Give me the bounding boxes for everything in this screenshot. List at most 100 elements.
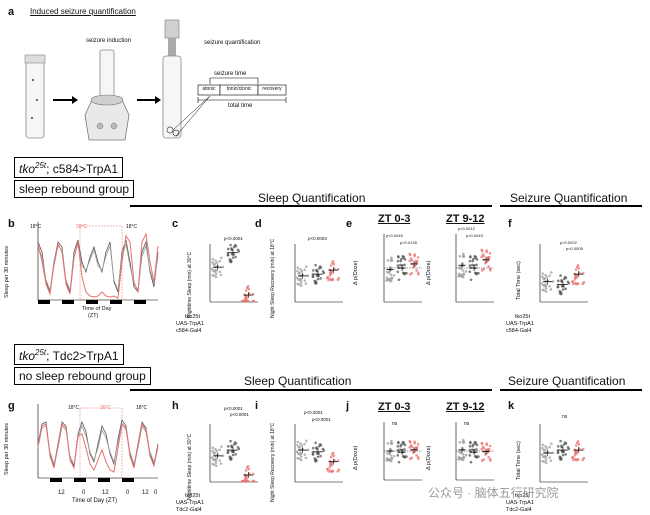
- data-point: [313, 279, 317, 283]
- data-point: [311, 275, 315, 278]
- data-point: [417, 457, 420, 460]
- g-ylabel: Sleep per 30 minutes: [4, 423, 10, 475]
- data-point: [303, 279, 307, 282]
- data-point: [561, 453, 565, 457]
- data-point: [226, 247, 230, 251]
- data-point: [574, 275, 578, 279]
- data-point: [548, 445, 551, 449]
- data-point: [559, 274, 562, 277]
- data-point: [480, 447, 483, 451]
- data-point: [210, 267, 214, 271]
- data-point: [396, 444, 400, 448]
- group2-sleep-header: Sleep Quantification: [244, 374, 352, 388]
- group2-label-box: no sleep rebound group: [14, 367, 151, 385]
- g-temp-1: 18°C: [68, 405, 80, 411]
- data-point: [226, 445, 230, 448]
- j-ylabel-1: Δ p(Doze): [353, 445, 359, 470]
- data-point: [305, 439, 308, 443]
- data-point: [387, 271, 391, 275]
- group2-genotype-suffix: ; Tdc2>TrpA1: [46, 349, 119, 363]
- data-point: [462, 438, 465, 442]
- phase-recovery: recovery: [262, 86, 282, 92]
- data-point: [558, 455, 562, 459]
- data-point: [396, 264, 400, 267]
- data-point: [212, 463, 216, 466]
- data-point: [416, 442, 420, 446]
- data-point: [401, 440, 405, 444]
- data-point: [331, 278, 335, 281]
- b-temp-3: 18°C: [126, 224, 138, 230]
- data-point: [487, 255, 491, 259]
- panel-letter-j: j: [346, 400, 350, 412]
- data-point: [327, 278, 330, 282]
- e-pvalue-1: p<0.0049: [386, 233, 403, 238]
- data-point: [399, 448, 402, 451]
- b-temp-2: 30°C: [76, 224, 88, 230]
- data-point: [549, 459, 553, 463]
- data-point: [397, 255, 400, 258]
- f-pvalue-1: p<0.0022: [560, 240, 577, 245]
- panel-letter-i: i: [255, 400, 259, 412]
- data-point: [560, 444, 563, 448]
- data-point: [295, 276, 299, 279]
- data-point: [582, 456, 586, 460]
- data-point: [327, 470, 330, 473]
- data-point: [550, 271, 553, 274]
- data-point: [230, 247, 233, 250]
- g-xtick-4: 0: [126, 490, 130, 496]
- data-point: [214, 259, 217, 262]
- data-point: [229, 243, 232, 247]
- c-genotypes: tko25t UAS-TrpA1 c584-Gal4: [176, 314, 204, 335]
- data-point: [473, 264, 476, 267]
- data-point: [556, 279, 560, 283]
- data-point: [231, 256, 235, 259]
- panel-letter-f: f: [508, 218, 512, 230]
- data-point: [544, 273, 547, 277]
- data-point: [220, 256, 223, 260]
- data-point: [244, 289, 248, 292]
- k-geno-1: tko25t: [515, 493, 530, 499]
- data-point: [461, 453, 465, 456]
- data-point: [556, 451, 560, 454]
- data-point: [542, 460, 546, 464]
- panel-j-zt912-chart: [455, 422, 494, 481]
- data-point: [311, 450, 315, 454]
- e-zt2-title: ZT 9-12: [446, 213, 485, 225]
- data-point: [329, 462, 333, 466]
- data-point: [480, 255, 483, 259]
- data-point: [548, 285, 552, 288]
- data-point: [399, 259, 402, 263]
- data-point: [458, 440, 462, 444]
- panel-h-chart: [209, 424, 258, 483]
- panel-i-chart: [294, 424, 343, 483]
- data-point: [305, 265, 308, 268]
- g-xtick-6: 0: [154, 490, 158, 496]
- data-point: [392, 274, 396, 277]
- panel-j-zt03-chart: [383, 422, 422, 481]
- data-point: [566, 280, 570, 284]
- data-point: [573, 453, 577, 457]
- phase-atonic: atonic: [202, 86, 216, 92]
- data-point: [244, 469, 248, 472]
- data-point: [244, 476, 248, 479]
- panel-letter-c: c: [172, 218, 179, 230]
- data-point: [386, 259, 390, 262]
- data-point: [232, 245, 236, 249]
- data-point: [386, 278, 390, 282]
- g-xtick-3: 12: [102, 490, 109, 496]
- data-point: [304, 456, 308, 460]
- group1-genotype-suffix: ; c584>TrpA1: [46, 162, 119, 176]
- panel-letter-a: a: [8, 6, 15, 18]
- data-point: [459, 451, 463, 455]
- e-ylabel-2: Δ p(Doze): [426, 260, 432, 285]
- data-point: [468, 270, 472, 274]
- data-point: [582, 280, 586, 284]
- data-point: [572, 458, 575, 462]
- data-point: [396, 270, 400, 274]
- data-point: [214, 464, 218, 467]
- data-point: [390, 259, 394, 262]
- data-point: [462, 252, 465, 256]
- data-point: [562, 277, 566, 281]
- data-point: [410, 258, 414, 262]
- data-point: [551, 280, 555, 283]
